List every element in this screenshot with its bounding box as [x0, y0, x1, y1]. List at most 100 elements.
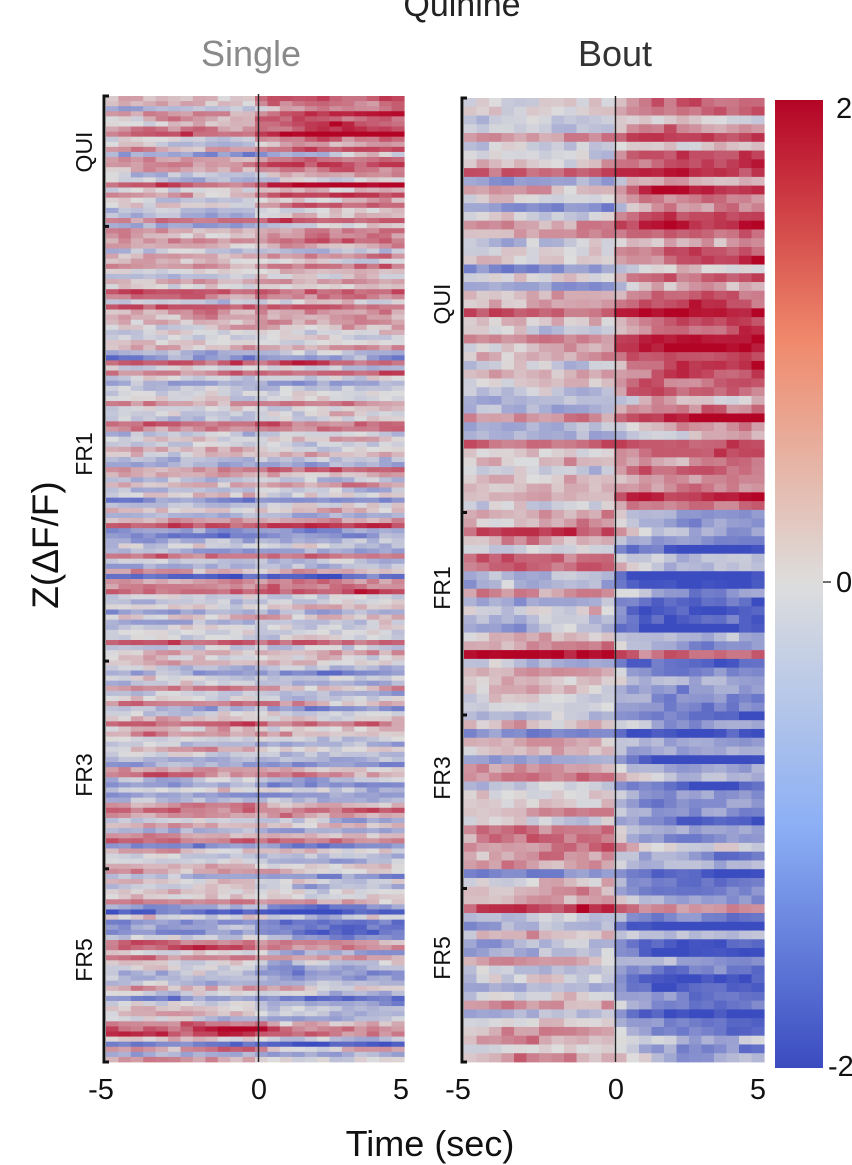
heatmap-cell [739, 141, 753, 151]
heatmap-cell [180, 955, 194, 961]
heatmap-cell [379, 792, 393, 799]
heatmap-cell [217, 701, 231, 707]
heatmap-cell [168, 456, 182, 463]
heatmap-cell [317, 756, 331, 763]
heatmap-cell [341, 345, 355, 351]
heatmap-cell [118, 212, 132, 219]
heatmap-cell [726, 159, 740, 169]
heatmap-cell [155, 1011, 169, 1017]
heatmap-cell [354, 279, 368, 285]
heatmap-cell [118, 401, 132, 407]
heatmap-cell [118, 731, 132, 738]
heatmap-cell [205, 329, 219, 336]
heatmap-cell [242, 263, 256, 270]
heatmap-cell [155, 558, 169, 565]
heatmap-cell [292, 634, 306, 641]
heatmap-cell [180, 1026, 194, 1032]
heatmap-cell [304, 609, 318, 615]
heatmap-cell [255, 304, 269, 310]
heatmap-cell [118, 563, 132, 570]
heatmap-cell [118, 157, 132, 163]
heatmap-cell [317, 314, 331, 321]
heatmap-cell [217, 838, 231, 844]
heatmap-cell [205, 563, 219, 570]
heatmap-cell [106, 1051, 120, 1058]
heatmap-cell [118, 299, 132, 305]
heatmap-cell [230, 929, 244, 936]
heatmap-cell [118, 945, 132, 951]
heatmap-cell [391, 1000, 405, 1007]
heatmap-cell [304, 660, 318, 666]
heatmap-cell [279, 507, 293, 514]
heatmap-cell [180, 370, 194, 377]
heatmap-cell [354, 96, 368, 102]
heatmap-cell [242, 929, 256, 936]
heatmap-cell [267, 873, 281, 880]
heatmap-cell [267, 380, 281, 387]
heatmap-cell [106, 1031, 120, 1037]
heatmap-cell [205, 573, 219, 580]
heatmap-cell [329, 802, 343, 809]
heatmap-cell [366, 111, 380, 117]
heatmap-cell [292, 223, 306, 229]
heatmap-cell [391, 868, 405, 875]
heatmap-cell [130, 258, 144, 265]
heatmap-cell [205, 762, 219, 768]
heatmap-cell [192, 162, 206, 168]
heatmap-cell [341, 665, 355, 671]
heatmap-cell [130, 614, 144, 621]
heatmap-cell [230, 401, 244, 407]
heatmap-cell [130, 248, 144, 255]
heatmap-cell [155, 924, 169, 931]
panel-title-bout: Bout [578, 33, 652, 74]
heatmap-cell [391, 340, 405, 346]
heatmap-cell [366, 660, 380, 666]
heatmap-cell [366, 1046, 380, 1053]
heatmap-cell [143, 914, 157, 921]
heatmap-cell [391, 884, 405, 890]
heatmap-cell [180, 482, 194, 488]
heatmap-cell [180, 980, 194, 987]
heatmap-cell [341, 579, 355, 585]
heatmap-cell [329, 772, 343, 778]
heatmap-cell [379, 416, 393, 422]
heatmap-cell [329, 665, 343, 671]
heatmap-cell [242, 462, 256, 468]
heatmap-cell [379, 934, 393, 941]
heatmap-cell [292, 411, 306, 417]
heatmap-cell [168, 121, 182, 127]
heatmap-cell [304, 299, 318, 305]
heatmap-cell [180, 324, 194, 331]
heatmap-cell [230, 960, 244, 966]
heatmap-cell [341, 975, 355, 982]
heatmap-cell [130, 695, 144, 702]
heatmap-cell [155, 233, 169, 239]
heatmap-cell [267, 477, 281, 483]
heatmap-cell [576, 168, 590, 178]
heatmap-cell [292, 939, 306, 946]
heatmap-cell [317, 258, 331, 265]
heatmap-cell [118, 680, 132, 687]
heatmap-cell [304, 517, 318, 524]
heatmap-cell [106, 370, 120, 377]
heatmap-cell [217, 690, 231, 697]
heatmap-cell [255, 726, 269, 732]
heatmap-cell [255, 736, 269, 743]
heatmap-cell [341, 533, 355, 539]
heatmap-cell [689, 124, 703, 134]
heatmap-cell [106, 828, 120, 834]
heatmap-cell [639, 203, 653, 213]
heatmap-cell [130, 817, 144, 824]
heatmap-cell [155, 96, 169, 102]
heatmap-cell [391, 563, 405, 570]
heatmap-cell [118, 375, 132, 382]
heatmap-cell [242, 579, 256, 585]
heatmap-cell [354, 111, 368, 117]
heatmap-cell [279, 1021, 293, 1027]
heatmap-cell [304, 899, 318, 905]
heatmap-cell [329, 1021, 343, 1027]
heatmap-cell [379, 787, 393, 793]
heatmap-cell [391, 350, 405, 356]
heatmap-cell [279, 548, 293, 554]
heatmap-cell [614, 238, 628, 248]
